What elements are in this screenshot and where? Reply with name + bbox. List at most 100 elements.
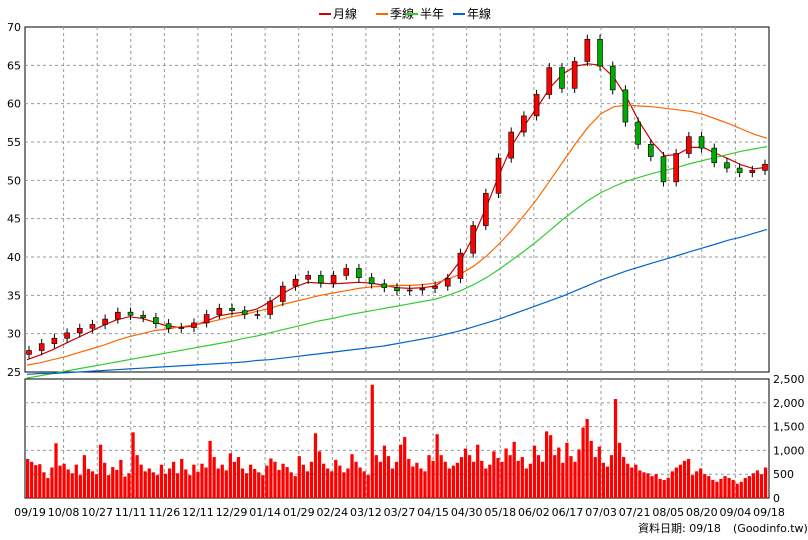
- candle-body: [89, 324, 96, 329]
- volume-bar: [196, 471, 200, 498]
- volume-bar: [171, 461, 176, 498]
- candle-body: [495, 157, 502, 194]
- volume-bar: [735, 483, 739, 498]
- volume-bar: [435, 434, 439, 498]
- volume-bar: [346, 468, 350, 498]
- volume-bar: [232, 461, 237, 498]
- volume-bar: [119, 459, 123, 498]
- volume-bar: [622, 457, 626, 498]
- volume-bar: [34, 465, 38, 498]
- volume-bar: [54, 443, 58, 498]
- volume-bar: [480, 460, 484, 498]
- candle-body: [470, 225, 476, 254]
- volume-bar: [334, 459, 338, 498]
- price-tick-label: 25: [7, 366, 21, 379]
- volume-bar: [176, 473, 180, 498]
- x-tick-label: 09/19: [14, 506, 46, 519]
- volume-bar: [192, 464, 196, 498]
- volume-bar: [561, 462, 565, 498]
- volume-bar: [143, 471, 147, 498]
- volume-bar: [500, 461, 504, 498]
- volume-bar: [739, 481, 743, 498]
- candle-body: [165, 323, 172, 329]
- volume-bar: [244, 473, 249, 498]
- source-label: (Goodinfo.tw): [733, 522, 808, 535]
- volume-bar: [184, 469, 188, 498]
- volume-bar: [330, 471, 334, 498]
- x-tick-label: 11/26: [149, 506, 181, 519]
- x-tick-label: 09/18: [753, 506, 785, 519]
- volume-bar: [597, 446, 601, 498]
- volume-bar: [70, 473, 74, 498]
- candle-body: [305, 275, 311, 280]
- x-tick-label: 06/17: [552, 506, 584, 519]
- volume-bar: [540, 461, 545, 498]
- volume-tick-label: 1,500: [773, 421, 805, 434]
- volume-bar: [94, 474, 99, 498]
- volume-bar: [224, 470, 228, 498]
- volume-bar: [727, 478, 731, 498]
- volume-bar: [269, 458, 273, 498]
- volume-bar: [338, 465, 342, 498]
- candle-body: [64, 332, 70, 339]
- volume-bar: [249, 464, 253, 498]
- volume-bar: [42, 472, 46, 498]
- volume-bar: [524, 468, 528, 498]
- volume-bar: [374, 455, 378, 498]
- candle-body: [419, 288, 426, 291]
- volume-bar: [723, 476, 727, 498]
- volume-bar: [103, 462, 107, 498]
- candle-body: [292, 278, 299, 287]
- volume-bar: [508, 455, 512, 498]
- volume-bar: [362, 471, 366, 498]
- candle-body: [571, 61, 578, 89]
- volume-bar: [463, 448, 468, 498]
- volume-bar: [613, 398, 618, 498]
- volume-bar: [257, 472, 261, 498]
- volume-bar: [289, 472, 293, 498]
- candle-body: [203, 314, 210, 324]
- candlesticks: [26, 34, 768, 359]
- candle-body: [127, 311, 134, 316]
- volume-bar: [459, 457, 464, 498]
- volume-tick-label: 1,000: [773, 444, 805, 457]
- candle-body: [432, 285, 438, 289]
- volume-bar: [711, 479, 715, 498]
- candle-body: [508, 131, 515, 159]
- candle-body: [140, 314, 147, 318]
- volume-bar: [484, 468, 488, 498]
- price-tick-label: 60: [7, 98, 21, 111]
- candle-body: [394, 287, 400, 292]
- candle-body: [191, 322, 197, 328]
- candle-body: [368, 277, 375, 285]
- candle-body: [724, 162, 730, 169]
- x-tick-label: 04/15: [417, 506, 449, 519]
- volume-bar: [439, 455, 443, 498]
- x-tick-label: 04/30: [451, 506, 483, 519]
- volume-tick-label: 2,500: [773, 373, 805, 386]
- volume-bar: [504, 448, 508, 498]
- x-tick-label: 12/29: [216, 506, 248, 519]
- volume-bar: [476, 444, 480, 498]
- volume-bar: [528, 463, 533, 498]
- volume-bar: [589, 440, 593, 498]
- x-tick-label: 12/11: [182, 506, 214, 519]
- candle-body: [318, 275, 324, 284]
- series-line-半年: [26, 146, 768, 379]
- legend-label-year: 年線: [467, 6, 491, 21]
- candle-body: [483, 193, 489, 226]
- volume-bar: [690, 475, 695, 498]
- series-line-年線: [26, 228, 768, 375]
- volume-bar: [695, 471, 699, 498]
- volume-bar: [731, 479, 735, 498]
- volume-bar: [131, 432, 135, 498]
- volume-bar: [253, 468, 257, 498]
- candle-body: [343, 268, 350, 276]
- volume-bar: [167, 468, 172, 498]
- volume-bar: [557, 447, 561, 498]
- volume-bar: [26, 458, 30, 498]
- candle-body: [711, 147, 718, 163]
- volume-bar: [646, 473, 650, 498]
- candle-body: [178, 327, 185, 329]
- volume-bar: [719, 478, 723, 498]
